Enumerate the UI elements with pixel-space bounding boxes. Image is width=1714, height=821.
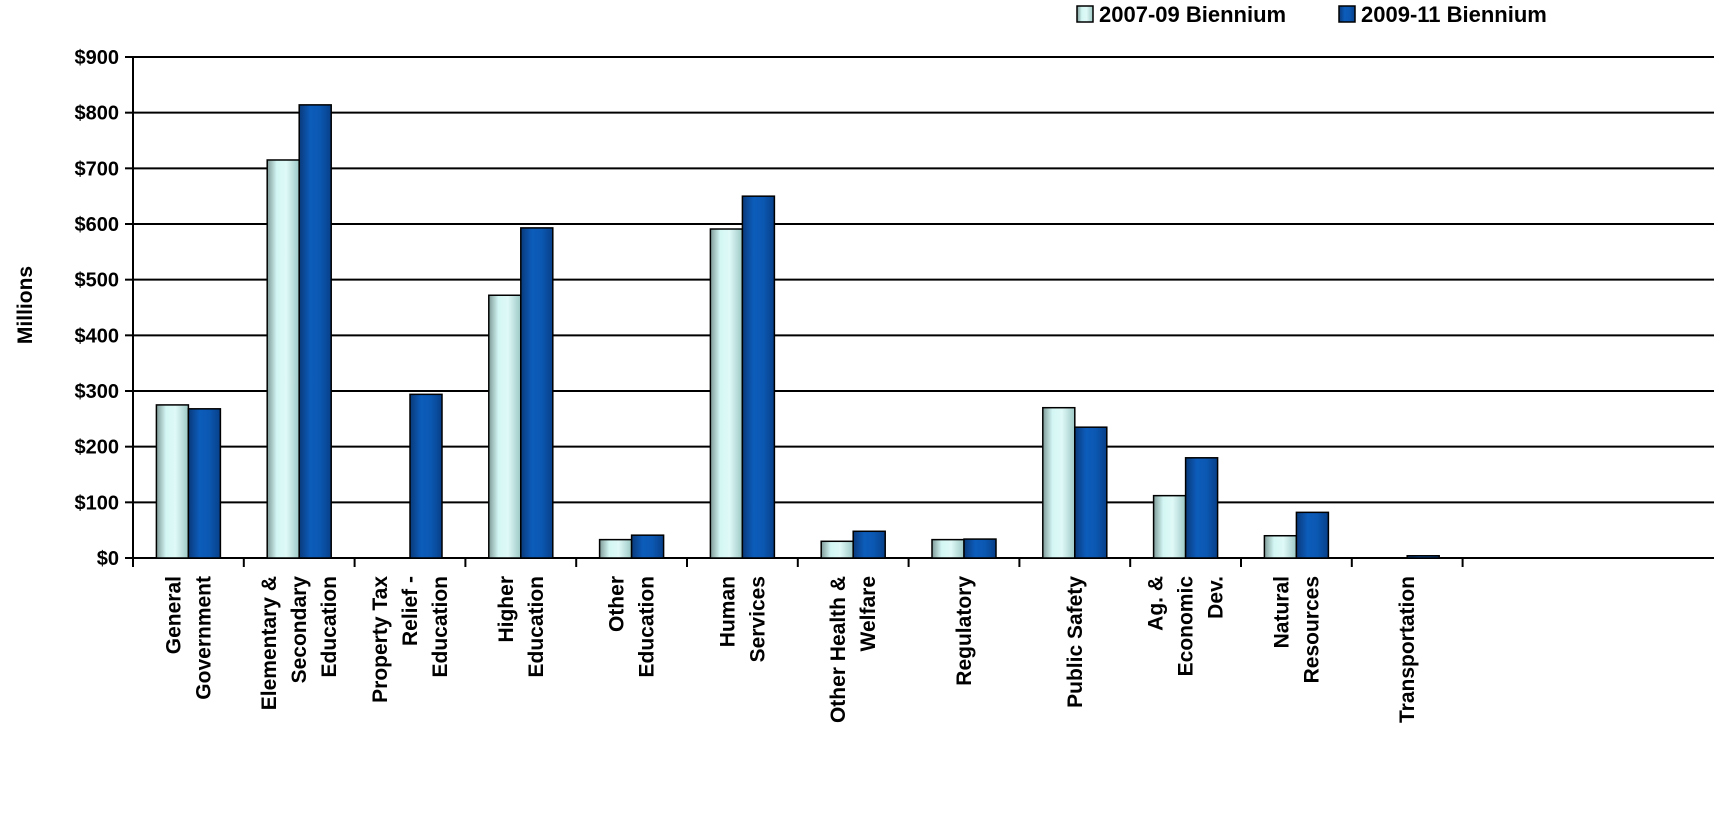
bar-series-2	[630, 534, 665, 559]
bar-series-2	[852, 530, 886, 559]
x-category-label: Higher Education	[495, 576, 548, 678]
bar-series-1	[1042, 406, 1076, 559]
legend-label: 2007-09 Biennium	[1099, 2, 1286, 27]
bars	[155, 104, 1440, 559]
bar-series-2	[520, 227, 554, 559]
bar-series-2	[409, 393, 443, 559]
x-category-label: Ag. & Economic Dev.	[1145, 576, 1228, 677]
x-category-label: Other Health & Welfare	[827, 576, 880, 723]
y-tick-label: $700	[75, 158, 120, 180]
y-tick-label: $0	[97, 548, 119, 570]
y-tick-label: $900	[75, 47, 120, 69]
axes	[125, 56, 1464, 567]
x-category-label: Other Education	[606, 576, 659, 678]
y-tick-label: $200	[75, 437, 120, 459]
y-tick-label: $800	[75, 103, 120, 125]
y-tick-label: $500	[75, 270, 120, 292]
bar-series-1	[266, 159, 300, 559]
bar-series-1	[1152, 494, 1187, 559]
x-category-label: Elementary & Secondary Education	[258, 576, 341, 711]
bar-series-2	[187, 408, 222, 559]
y-tick-label: $300	[75, 381, 120, 403]
legend-swatch	[1338, 5, 1356, 23]
x-category-label: Natural Resources	[1270, 576, 1323, 683]
y-tick-labels: $0 $100 $200 $300 $400 $500 $600 $700 $800 $900	[75, 47, 120, 570]
y-tick-label: $100	[75, 492, 120, 514]
bar-series-1	[709, 228, 744, 559]
bar-series-1	[931, 538, 965, 559]
bar-series-2	[1074, 426, 1108, 559]
legend: 2007-09 Biennium 2009-11 Biennium	[1076, 2, 1547, 27]
bar-series-2	[963, 538, 997, 559]
x-category-label: Transportation	[1396, 576, 1419, 723]
bar-series-2	[741, 195, 776, 559]
gridlines	[133, 56, 1714, 559]
x-category-label: General Government	[162, 576, 215, 700]
y-axis-label: Millions	[14, 266, 37, 344]
legend-label: 2009-11 Biennium	[1361, 2, 1547, 27]
x-category-label: Public Safety	[1064, 576, 1087, 708]
x-category-labels: General Government Elementary & Secondary Ed…	[162, 576, 1419, 723]
y-tick-label: $400	[75, 325, 120, 347]
bar-series-1	[488, 294, 522, 559]
legend-swatch	[1076, 5, 1094, 23]
x-category-label: Human Services	[716, 576, 769, 662]
bar-series-1	[1263, 534, 1298, 559]
x-category-label: Regulatory	[953, 576, 976, 686]
bar-series-1	[598, 538, 633, 559]
y-tick-label: $600	[75, 214, 120, 236]
bar-series-2	[1406, 555, 1440, 559]
bar-series-2	[1295, 511, 1330, 559]
bar-series-1	[155, 404, 190, 559]
bar-series-1	[820, 540, 854, 559]
bar-series-2	[1184, 457, 1219, 559]
bar-series-2	[298, 104, 332, 559]
x-category-label: Property Tax Relief - Education	[369, 576, 452, 703]
